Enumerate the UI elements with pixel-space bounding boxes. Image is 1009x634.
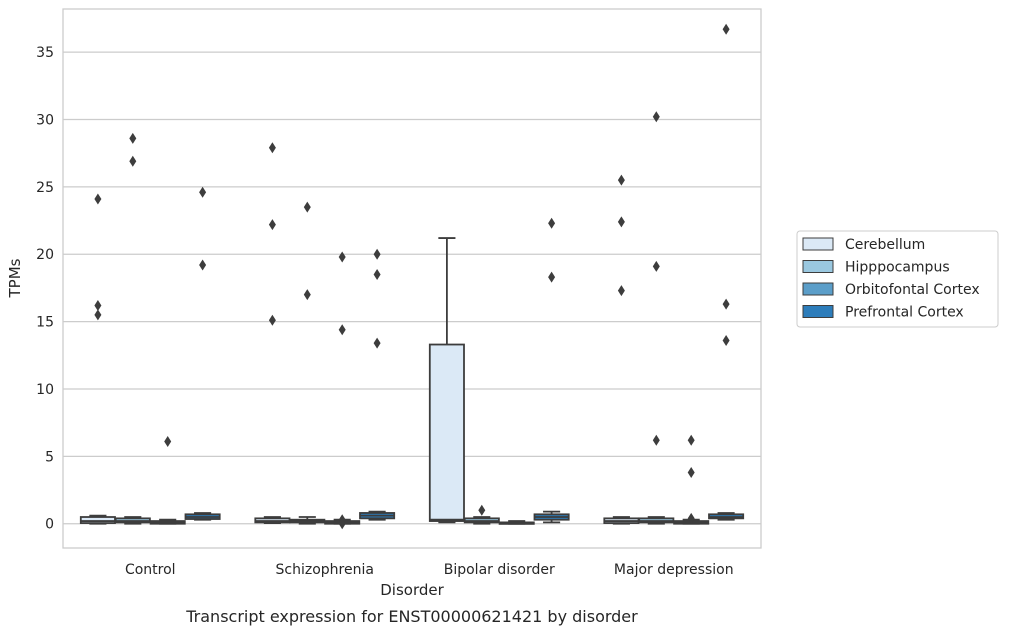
box-1-3	[638, 111, 675, 525]
y-axis-label: TPMs	[6, 258, 24, 298]
outlier-point	[94, 193, 102, 205]
box-1-1	[289, 201, 326, 525]
y-tick-label: 20	[36, 247, 54, 263]
box-3-3	[708, 23, 745, 521]
box-3-1	[359, 248, 396, 521]
outlier-point	[373, 268, 381, 280]
outlier-point	[548, 217, 556, 229]
legend-swatch	[802, 237, 834, 251]
box-0-0	[79, 193, 116, 525]
outlier-point	[478, 504, 486, 516]
outlier-point	[164, 436, 172, 448]
outlier-point	[652, 434, 660, 446]
legend-swatch	[802, 282, 834, 296]
x-tick-label: Major depression	[614, 562, 734, 578]
outlier-point	[94, 309, 102, 321]
outlier-point	[652, 111, 660, 123]
outlier-point	[199, 259, 207, 271]
box-1-2	[463, 504, 500, 525]
box-1-0	[114, 132, 151, 525]
outlier-point	[303, 201, 311, 213]
box-3-2	[533, 217, 570, 524]
box-2-1	[324, 251, 361, 530]
outlier-point	[268, 314, 276, 326]
box-body	[428, 343, 465, 522]
grid-lines	[63, 51, 761, 525]
x-tick-labels: Control Schizophrenia Bipolar disorder Majo…	[125, 562, 734, 578]
outlier-point	[617, 216, 625, 228]
y-tick-label: 5	[45, 449, 54, 465]
outlier-point	[687, 434, 695, 446]
box-plot-area	[79, 23, 745, 530]
outlier-point	[129, 132, 137, 144]
outlier-point	[722, 334, 730, 346]
x-tick-label: Schizophrenia	[276, 562, 374, 578]
outlier-point	[94, 299, 102, 311]
box-0-1	[254, 142, 291, 524]
legend-swatch	[802, 305, 834, 318]
legend-swatch	[802, 260, 834, 273]
outlier-point	[722, 298, 730, 310]
legend-label: Prefrontal Cortex	[845, 305, 964, 321]
box-2-3	[673, 434, 710, 525]
outlier-point	[338, 324, 346, 336]
legend-label: Hipppocampus	[845, 260, 950, 276]
outlier-point	[617, 285, 625, 297]
box-2-0	[149, 436, 186, 525]
outlier-point	[652, 260, 660, 272]
x-axis-label: Disorder	[380, 581, 444, 599]
outlier-point	[268, 142, 276, 154]
outlier-point	[687, 467, 695, 479]
legend-label: Orbitofontal Cortex	[845, 282, 980, 298]
outlier-point	[617, 174, 625, 186]
box-3-0	[184, 186, 221, 521]
box-0-3	[603, 174, 640, 525]
outlier-point	[338, 251, 346, 263]
legend-label: Cerebellum	[845, 237, 925, 253]
y-tick-label: 10	[36, 382, 54, 398]
legend-frame	[796, 230, 999, 328]
outlier-point	[338, 518, 346, 530]
box-2-2	[498, 520, 535, 525]
outlier-point	[373, 248, 381, 260]
y-tick-label: 15	[36, 315, 54, 331]
chart-caption: Transcript expression for ENST0000062142…	[185, 607, 638, 626]
plot-frame	[62, 8, 762, 549]
x-tick-label: Bipolar disorder	[444, 562, 555, 578]
box-body	[79, 516, 116, 524]
y-tick-label: 35	[36, 45, 54, 61]
y-tick-label: 0	[45, 517, 54, 533]
outlier-point	[373, 337, 381, 349]
outlier-point	[129, 155, 137, 167]
box-0-2	[428, 237, 465, 524]
outlier-point	[548, 271, 556, 283]
outlier-point	[199, 186, 207, 198]
outlier-point	[722, 23, 730, 35]
outlier-point	[303, 289, 311, 301]
y-tick-labels: 0 5 10 15 20 25 30 35	[36, 45, 54, 533]
x-tick-label: Control	[125, 562, 176, 578]
legend: Cerebellum Hipppocampus Orbitofontal Corte…	[796, 230, 999, 328]
outlier-point	[268, 219, 276, 231]
y-tick-label: 25	[36, 180, 54, 196]
outlier-point	[687, 512, 695, 524]
y-tick-label: 30	[36, 112, 54, 128]
